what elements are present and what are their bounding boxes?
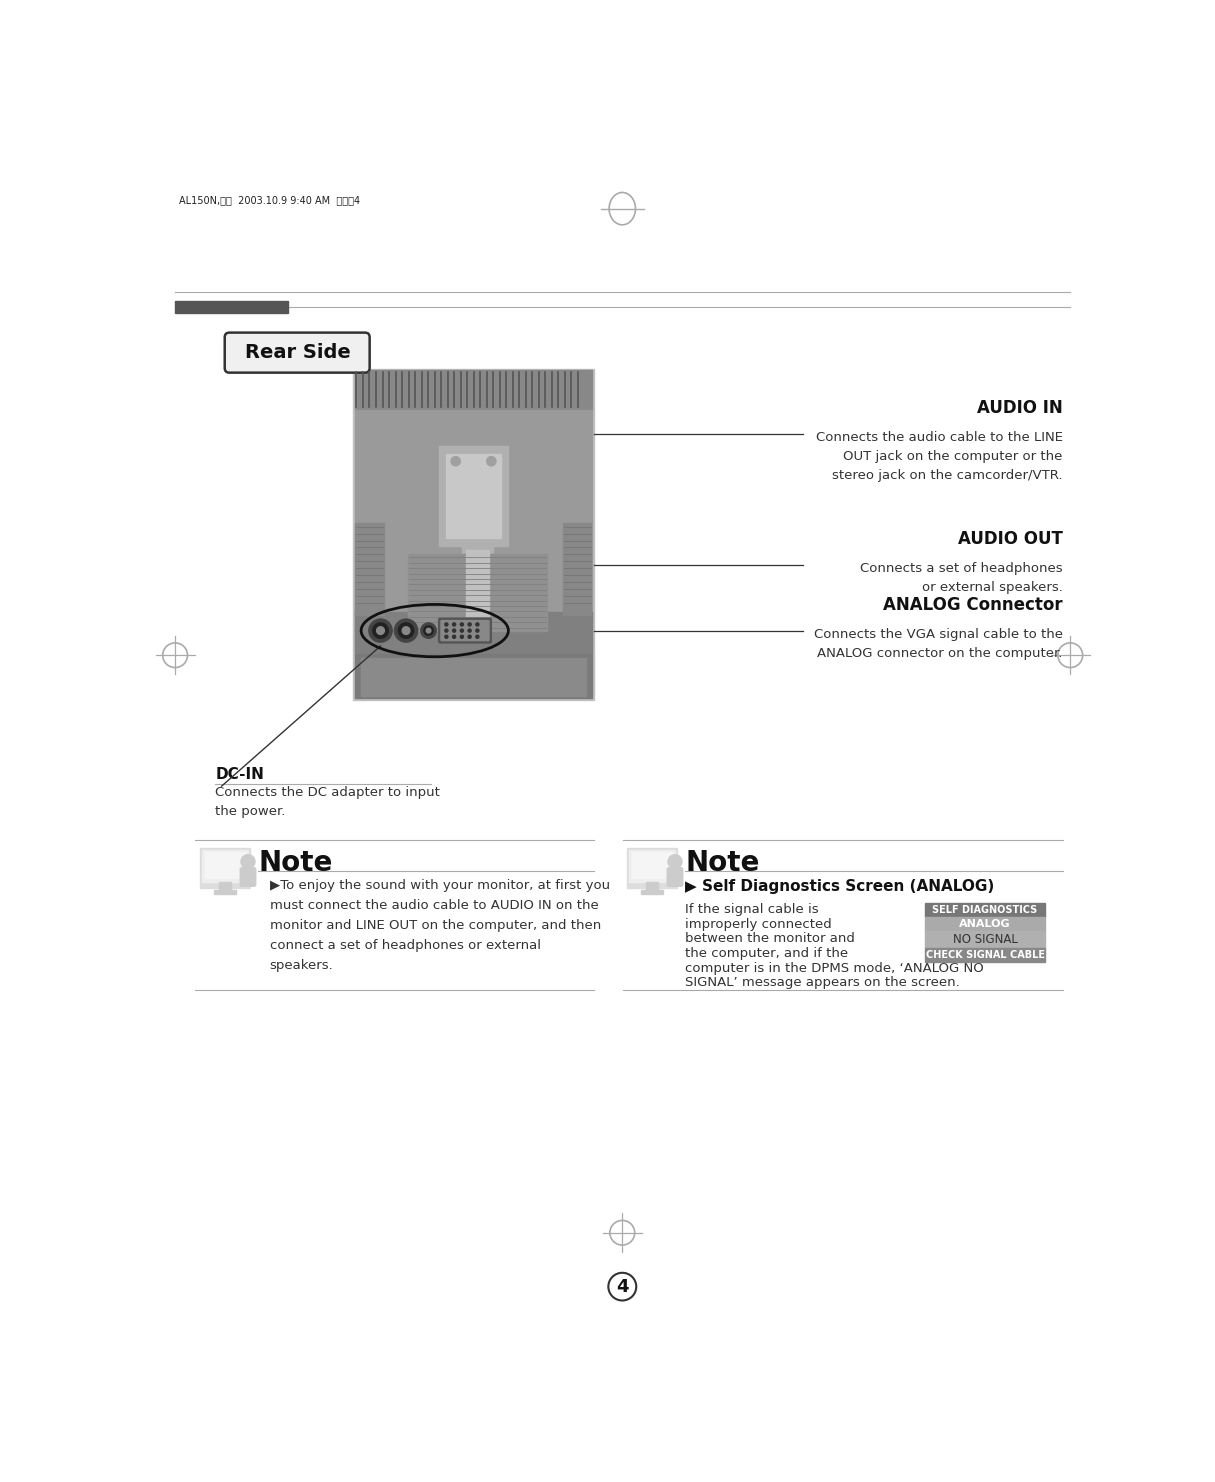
Bar <box>219 882 231 891</box>
Bar <box>355 612 592 652</box>
FancyBboxPatch shape <box>225 332 369 372</box>
Text: Note: Note <box>258 849 333 877</box>
Text: improperly connected: improperly connected <box>685 917 832 931</box>
Bar <box>407 554 547 631</box>
Bar <box>202 851 248 882</box>
Text: Rear Side: Rear Side <box>244 344 350 362</box>
Circle shape <box>402 627 409 634</box>
Bar <box>355 411 592 652</box>
Circle shape <box>420 622 436 639</box>
Circle shape <box>395 619 418 642</box>
Bar <box>646 882 659 891</box>
Bar <box>465 550 488 619</box>
Circle shape <box>445 628 448 633</box>
Circle shape <box>452 636 456 639</box>
FancyBboxPatch shape <box>441 621 488 640</box>
Circle shape <box>452 622 456 625</box>
Text: AUDIO OUT: AUDIO OUT <box>957 531 1062 548</box>
Circle shape <box>445 622 448 625</box>
Bar <box>629 851 676 882</box>
Circle shape <box>476 622 479 625</box>
Circle shape <box>452 628 456 633</box>
Bar <box>355 523 384 615</box>
Text: Connects the DC adapter to input
the power.: Connects the DC adapter to input the pow… <box>215 785 440 818</box>
Text: Connects the audio cable to the LINE
OUT jack on the computer or the
stereo jack: Connects the audio cable to the LINE OUT… <box>815 431 1062 482</box>
Circle shape <box>468 636 471 639</box>
Text: ANALOG Connector: ANALOG Connector <box>883 596 1062 614</box>
Circle shape <box>487 456 496 465</box>
Text: Connects a set of headphones
or external speakers.: Connects a set of headphones or external… <box>860 562 1062 594</box>
Bar <box>214 891 237 894</box>
Circle shape <box>369 619 392 642</box>
Text: SIGNAL’ message appears on the screen.: SIGNAL’ message appears on the screen. <box>685 977 960 990</box>
Text: If the signal cable is: If the signal cable is <box>685 903 819 916</box>
Circle shape <box>424 625 434 636</box>
Circle shape <box>377 627 384 634</box>
Bar <box>446 453 501 538</box>
Text: NO SIGNAL: NO SIGNAL <box>953 932 1017 946</box>
Bar <box>361 658 586 697</box>
Bar <box>355 652 592 698</box>
FancyBboxPatch shape <box>667 868 683 886</box>
FancyBboxPatch shape <box>439 618 491 643</box>
Circle shape <box>476 636 479 639</box>
Circle shape <box>668 855 682 868</box>
Circle shape <box>451 456 460 465</box>
Bar <box>627 848 677 888</box>
Text: ANALOG: ANALOG <box>959 919 1011 929</box>
Bar <box>926 917 1045 931</box>
Circle shape <box>468 622 471 625</box>
Circle shape <box>426 628 431 633</box>
Bar <box>640 891 663 894</box>
Text: Note: Note <box>685 849 759 877</box>
Bar <box>926 931 1045 948</box>
FancyBboxPatch shape <box>241 868 255 886</box>
Bar <box>926 903 1045 917</box>
Bar <box>175 301 288 313</box>
Text: ▶To enjoy the sound with your monitor, at first you
must connect the audio cable: ▶To enjoy the sound with your monitor, a… <box>270 879 610 972</box>
Text: computer is in the DPMS mode, ‘ANALOG NO: computer is in the DPMS mode, ‘ANALOG NO <box>685 962 984 975</box>
Text: Connects the VGA signal cable to the
ANALOG connector on the computer.: Connects the VGA signal cable to the ANA… <box>814 627 1062 659</box>
Text: CHECK SIGNAL CABLE: CHECK SIGNAL CABLE <box>926 950 1045 960</box>
Circle shape <box>476 628 479 633</box>
Text: AUDIO IN: AUDIO IN <box>977 399 1062 418</box>
Text: ▶ Self Diagnostics Screen (ANALOG): ▶ Self Diagnostics Screen (ANALOG) <box>685 879 994 894</box>
Bar <box>563 523 590 615</box>
Bar <box>439 446 508 545</box>
Bar <box>200 848 250 888</box>
Circle shape <box>468 628 471 633</box>
Circle shape <box>399 622 414 639</box>
Bar <box>204 852 245 877</box>
Bar <box>462 545 493 622</box>
Circle shape <box>241 855 255 868</box>
Circle shape <box>460 628 463 633</box>
Text: DC-IN: DC-IN <box>215 768 265 782</box>
Text: 4: 4 <box>616 1277 628 1295</box>
Circle shape <box>460 636 463 639</box>
Circle shape <box>445 636 448 639</box>
Text: the computer, and if the: the computer, and if the <box>685 947 848 960</box>
Text: SELF DIAGNOSTICS: SELF DIAGNOSTICS <box>932 906 1038 914</box>
Bar <box>354 369 594 700</box>
Bar <box>355 370 592 411</box>
Circle shape <box>460 622 463 625</box>
Bar <box>926 948 1045 962</box>
Text: AL150N,영문  2003.10.9 9:40 AM  페이직4: AL150N,영문 2003.10.9 9:40 AM 페이직4 <box>179 194 360 205</box>
Bar <box>632 852 673 877</box>
Text: between the monitor and: between the monitor and <box>685 932 855 946</box>
Circle shape <box>373 622 389 639</box>
